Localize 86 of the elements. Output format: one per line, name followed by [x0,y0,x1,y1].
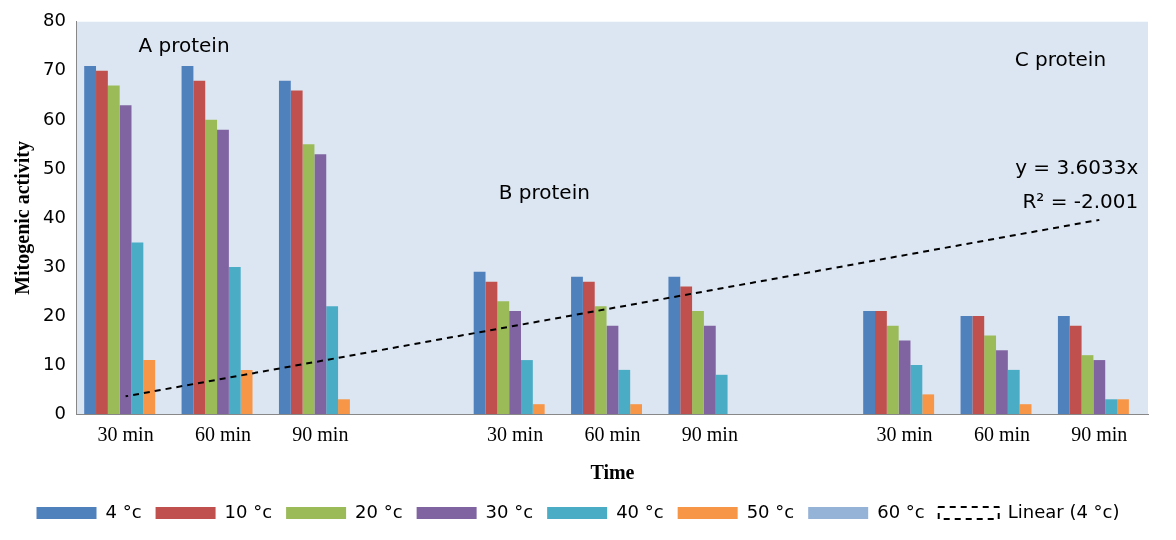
bar [863,311,876,414]
bar [96,70,108,414]
bar [875,311,887,414]
bar [960,315,973,414]
legend-label: 40 °c [616,500,664,522]
bar [1069,325,1082,414]
x-tick-label: 60 min [584,423,641,446]
annotation: A protein [138,32,230,57]
bar [1057,315,1070,414]
bar [594,306,607,414]
bar [606,325,619,414]
legend-label: 4 °c [105,500,142,522]
bar [1093,360,1106,414]
y-tick-label: 20 [43,303,66,325]
x-tick-label: 90 min [1071,423,1128,446]
bar [217,129,229,414]
bar [680,286,693,414]
bar [107,85,120,414]
bar [618,369,631,414]
bar [668,276,681,414]
bar [1019,404,1032,414]
bar [571,276,583,414]
bar [922,394,935,414]
x-tick-label: 30 min [876,423,933,446]
legend-label: 60 °c [877,500,925,522]
bar [972,315,985,414]
bar [703,325,716,414]
bar [532,404,545,414]
bar [984,335,997,414]
annotation: B protein [498,179,590,204]
y-tick-label: 40 [43,205,66,227]
bar [193,80,206,414]
bar [886,325,899,414]
y-tick-label: 80 [43,9,66,31]
bar [497,301,510,414]
bar [131,242,144,414]
bar [473,271,486,414]
bar [338,399,350,414]
bar [715,374,728,414]
bar [143,360,156,414]
bar [485,281,498,414]
bar [314,154,327,414]
legend-label: 20 °c [355,500,403,522]
bar [181,65,194,414]
x-tick-label: 60 min [194,423,252,446]
bar [509,311,521,414]
bar [278,80,291,414]
x-tick-label: 60 min [973,423,1030,446]
bar [996,350,1008,414]
bar [910,364,923,414]
x-tick-label: 30 min [487,423,544,446]
y-tick-label: 0 [54,401,66,423]
bar [240,369,253,414]
legend-label: 50 °c [746,500,795,522]
x-axis-title: Time [590,461,635,484]
y-axis-title: Mitogenic activity [11,140,35,295]
legend-label: 30 °c [485,500,534,522]
bar [692,311,704,414]
y-tick-label: 60 [43,107,66,129]
bar [326,306,339,414]
bar [1081,355,1094,414]
annotation: y = 3.6033x [1015,155,1139,180]
bar [228,266,241,414]
bar [84,65,97,414]
y-tick-label: 70 [43,58,66,80]
y-tick-label: 30 [43,254,66,276]
x-tick-label: 90 min [292,423,349,446]
bar [290,90,303,414]
legend-label: Linear (4 °c) [1007,500,1120,522]
bar [1007,369,1020,414]
legend-label: 10 °c [224,500,273,522]
y-tick-label: 10 [43,352,66,374]
annotation: C protein [1014,47,1107,72]
bar [1117,399,1129,414]
y-tick-label: 50 [43,156,66,178]
bar [1105,399,1118,414]
bar [302,144,315,414]
annotation: R² = -2.001 [1022,189,1139,214]
bar [119,105,132,414]
bar [630,404,643,414]
x-tick-label: 90 min [681,423,738,446]
bar [520,360,533,414]
bar [205,119,218,414]
bar [898,340,911,414]
bar [582,281,595,414]
x-tick-label: 30 min [97,423,154,446]
